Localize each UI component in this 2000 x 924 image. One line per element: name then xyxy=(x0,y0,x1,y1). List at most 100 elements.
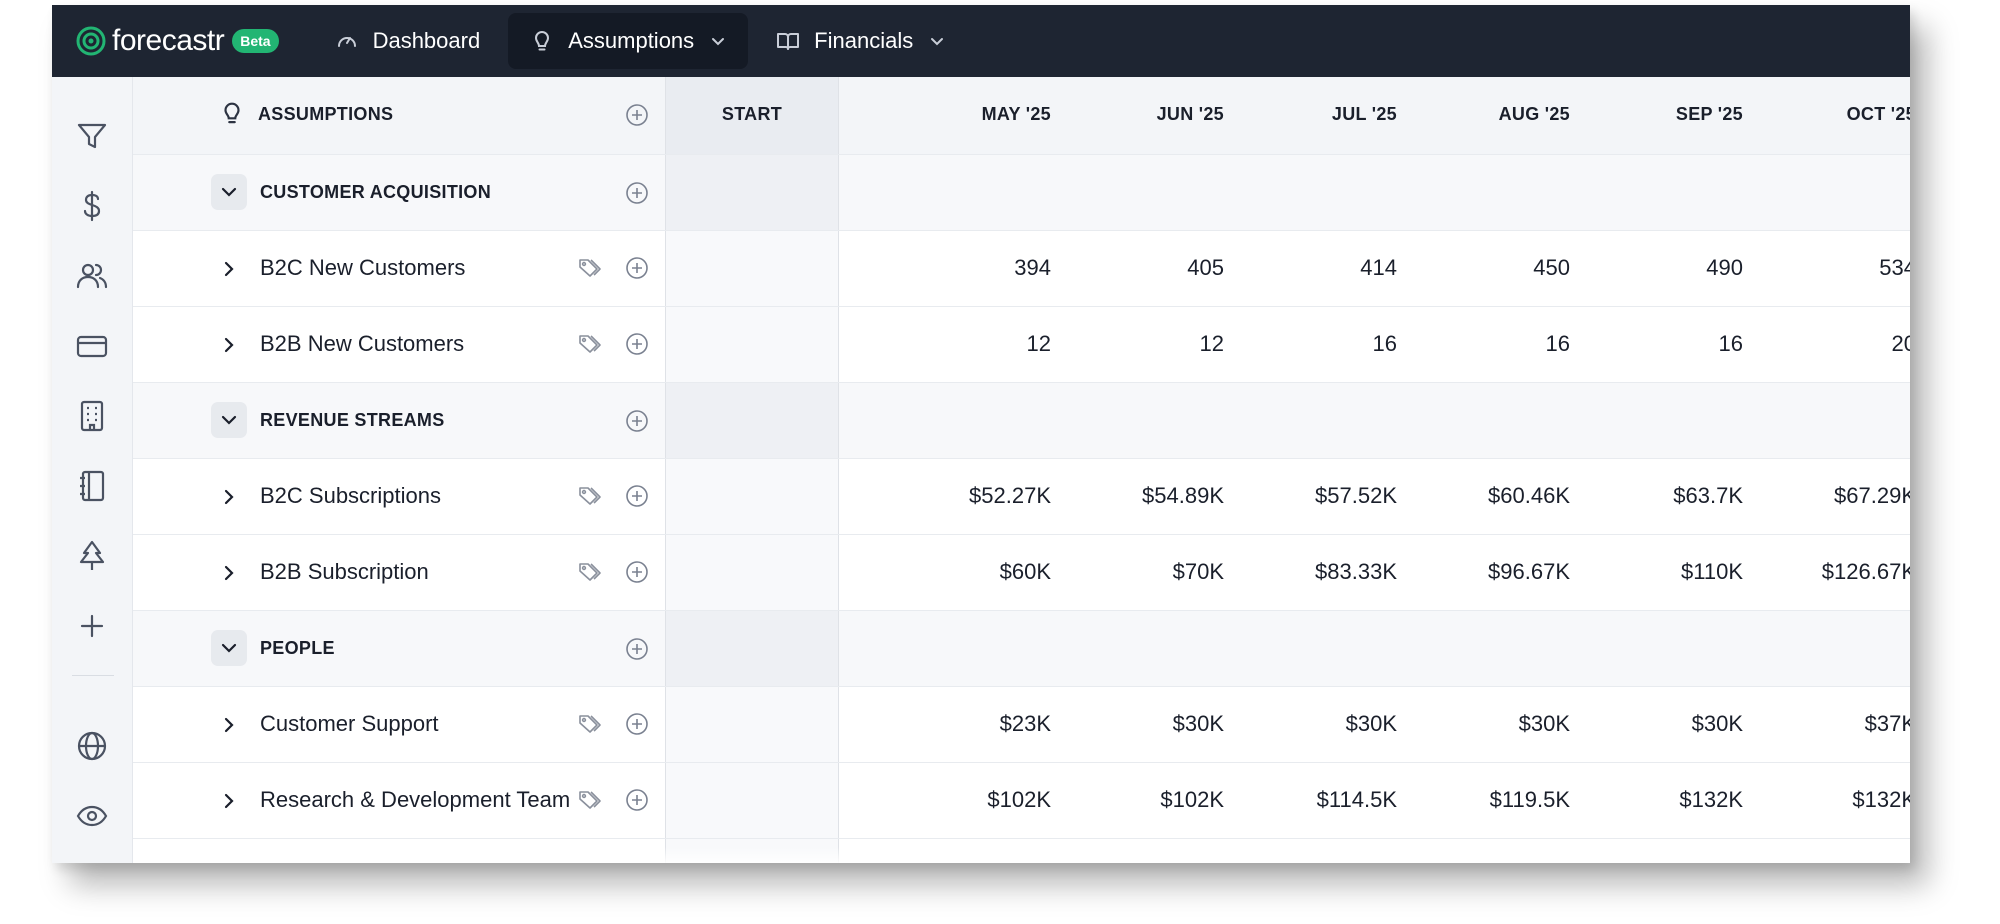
add-circle-icon[interactable] xyxy=(625,712,649,736)
value-cell[interactable]: $37K xyxy=(1864,711,1910,736)
row-label: B2B Subscription xyxy=(260,559,429,584)
value-cell[interactable]: 405 xyxy=(1187,255,1224,280)
tags-icon[interactable] xyxy=(577,788,603,812)
row-label: B2C New Customers xyxy=(260,255,466,280)
tags-icon[interactable] xyxy=(577,256,603,280)
value-cell[interactable]: $60K xyxy=(999,559,1051,584)
users-icon[interactable] xyxy=(75,259,109,293)
table-row[interactable]: B2C Subscriptions $52.27K $54.89K $57.52… xyxy=(133,459,1910,535)
grid-header-row: ASSUMPTIONS START MAY '25 JUN '25 JUL '2… xyxy=(133,77,1910,155)
add-circle-icon[interactable] xyxy=(625,788,649,812)
chevron-right-icon[interactable] xyxy=(221,259,237,279)
value-cell[interactable]: $132K xyxy=(1679,787,1743,812)
value-cell[interactable]: $30K xyxy=(1691,711,1743,736)
chevron-right-icon[interactable] xyxy=(221,791,237,811)
start-cell xyxy=(665,611,839,686)
table-row[interactable]: Research & Development Team $102K $102K … xyxy=(133,763,1910,839)
app-logo[interactable]: forecastr Beta xyxy=(76,24,279,58)
group-row[interactable]: PEOPLE xyxy=(133,611,1910,687)
value-cell[interactable]: $23K xyxy=(999,711,1051,736)
start-cell xyxy=(665,383,839,458)
start-cell[interactable] xyxy=(665,459,839,534)
start-cell[interactable] xyxy=(665,307,839,382)
chevron-down-icon xyxy=(931,38,944,46)
value-cell[interactable]: 394 xyxy=(1014,255,1051,280)
table-row[interactable]: B2B New Customers 12 12 16 16 16 20 xyxy=(133,307,1910,383)
value-cell[interactable]: $57.52K xyxy=(1315,483,1397,508)
value-cell[interactable]: $83.33K xyxy=(1315,559,1397,584)
nav-assumptions[interactable]: Assumptions xyxy=(508,13,749,69)
tags-icon[interactable] xyxy=(577,332,603,356)
add-circle-icon[interactable] xyxy=(625,181,649,205)
value-cell[interactable]: $96.67K xyxy=(1488,559,1570,584)
value-cell[interactable]: 414 xyxy=(1360,255,1397,280)
plus-icon[interactable] xyxy=(75,609,109,643)
value-cell[interactable]: $52.27K xyxy=(969,483,1051,508)
value-cell[interactable]: 534 xyxy=(1879,255,1910,280)
notebook-icon[interactable] xyxy=(75,469,109,503)
value-cell[interactable]: 16 xyxy=(1545,331,1570,356)
nav-financials[interactable]: Financials xyxy=(754,13,967,69)
value-cell[interactable]: $132K xyxy=(1852,787,1910,812)
start-cell[interactable] xyxy=(665,535,839,610)
table-row[interactable]: B2C New Customers 394 405 414 450 490 53… xyxy=(133,231,1910,307)
tags-icon[interactable] xyxy=(577,560,603,584)
globe-icon[interactable] xyxy=(75,729,109,763)
add-circle-icon[interactable] xyxy=(625,409,649,433)
value-cell[interactable]: $114.5K xyxy=(1316,787,1397,812)
value-cell[interactable]: $119.5K xyxy=(1489,787,1570,812)
tree-icon[interactable] xyxy=(75,539,109,573)
collapse-group-button[interactable] xyxy=(211,630,247,666)
start-header-label: START xyxy=(721,104,783,124)
chevron-right-icon[interactable] xyxy=(221,487,237,507)
value-cell[interactable]: $30K xyxy=(1172,711,1224,736)
value-cell[interactable]: 20 xyxy=(1891,331,1910,356)
value-cell[interactable]: 16 xyxy=(1372,331,1397,356)
add-circle-icon[interactable] xyxy=(625,637,649,661)
group-row[interactable]: REVENUE STREAMS xyxy=(133,383,1910,459)
chevron-right-icon[interactable] xyxy=(221,335,237,355)
eye-icon[interactable] xyxy=(75,799,109,833)
value-cell[interactable]: $102K xyxy=(987,787,1051,812)
value-cell[interactable]: $102K xyxy=(1160,787,1224,812)
forecastr-logo-icon xyxy=(76,26,106,56)
tags-icon[interactable] xyxy=(577,484,603,508)
add-circle-icon[interactable] xyxy=(625,256,649,280)
building-icon[interactable] xyxy=(75,399,109,433)
group-row[interactable]: CUSTOMER ACQUISITION xyxy=(133,155,1910,231)
value-cell[interactable]: $126.67K xyxy=(1821,559,1910,584)
group-label: CUSTOMER ACQUISITION xyxy=(260,182,492,202)
start-cell[interactable] xyxy=(665,763,839,838)
dollar-icon[interactable] xyxy=(75,189,109,223)
value-cell[interactable]: 490 xyxy=(1706,255,1743,280)
value-cell[interactable]: $54.89K xyxy=(1142,483,1224,508)
value-cell[interactable]: $60.46K xyxy=(1488,483,1570,508)
add-circle-icon[interactable] xyxy=(625,103,649,127)
add-circle-icon[interactable] xyxy=(625,560,649,584)
start-cell[interactable] xyxy=(665,231,839,306)
tags-icon[interactable] xyxy=(577,712,603,736)
filter-icon[interactable] xyxy=(75,119,109,153)
value-cell[interactable]: $67.29K xyxy=(1834,483,1910,508)
collapse-group-button[interactable] xyxy=(211,174,247,210)
value-cell[interactable]: $70K xyxy=(1172,559,1224,584)
credit-card-icon[interactable] xyxy=(75,329,109,363)
start-cell[interactable] xyxy=(665,687,839,762)
chevron-right-icon[interactable] xyxy=(221,563,237,583)
table-row[interactable]: B2B Subscription $60K $70K $83.33K $96.6… xyxy=(133,535,1910,611)
value-cell[interactable]: 450 xyxy=(1533,255,1570,280)
value-cell[interactable]: 12 xyxy=(1026,331,1051,356)
table-row[interactable]: Customer Support $23K $30K $30K $30K $30… xyxy=(133,687,1910,763)
value-cell[interactable]: 16 xyxy=(1718,331,1743,356)
nav-dashboard[interactable]: Dashboard xyxy=(313,13,503,69)
value-cell[interactable]: $30K xyxy=(1345,711,1397,736)
value-cell[interactable]: 12 xyxy=(1199,331,1224,356)
chevron-right-icon[interactable] xyxy=(221,715,237,735)
value-cell[interactable]: $30K xyxy=(1518,711,1570,736)
add-circle-icon[interactable] xyxy=(625,484,649,508)
collapse-group-button[interactable] xyxy=(211,402,247,438)
nav-dashboard-label: Dashboard xyxy=(372,28,481,53)
value-cell[interactable]: $63.7K xyxy=(1673,483,1743,508)
value-cell[interactable]: $110K xyxy=(1681,559,1743,584)
add-circle-icon[interactable] xyxy=(625,332,649,356)
